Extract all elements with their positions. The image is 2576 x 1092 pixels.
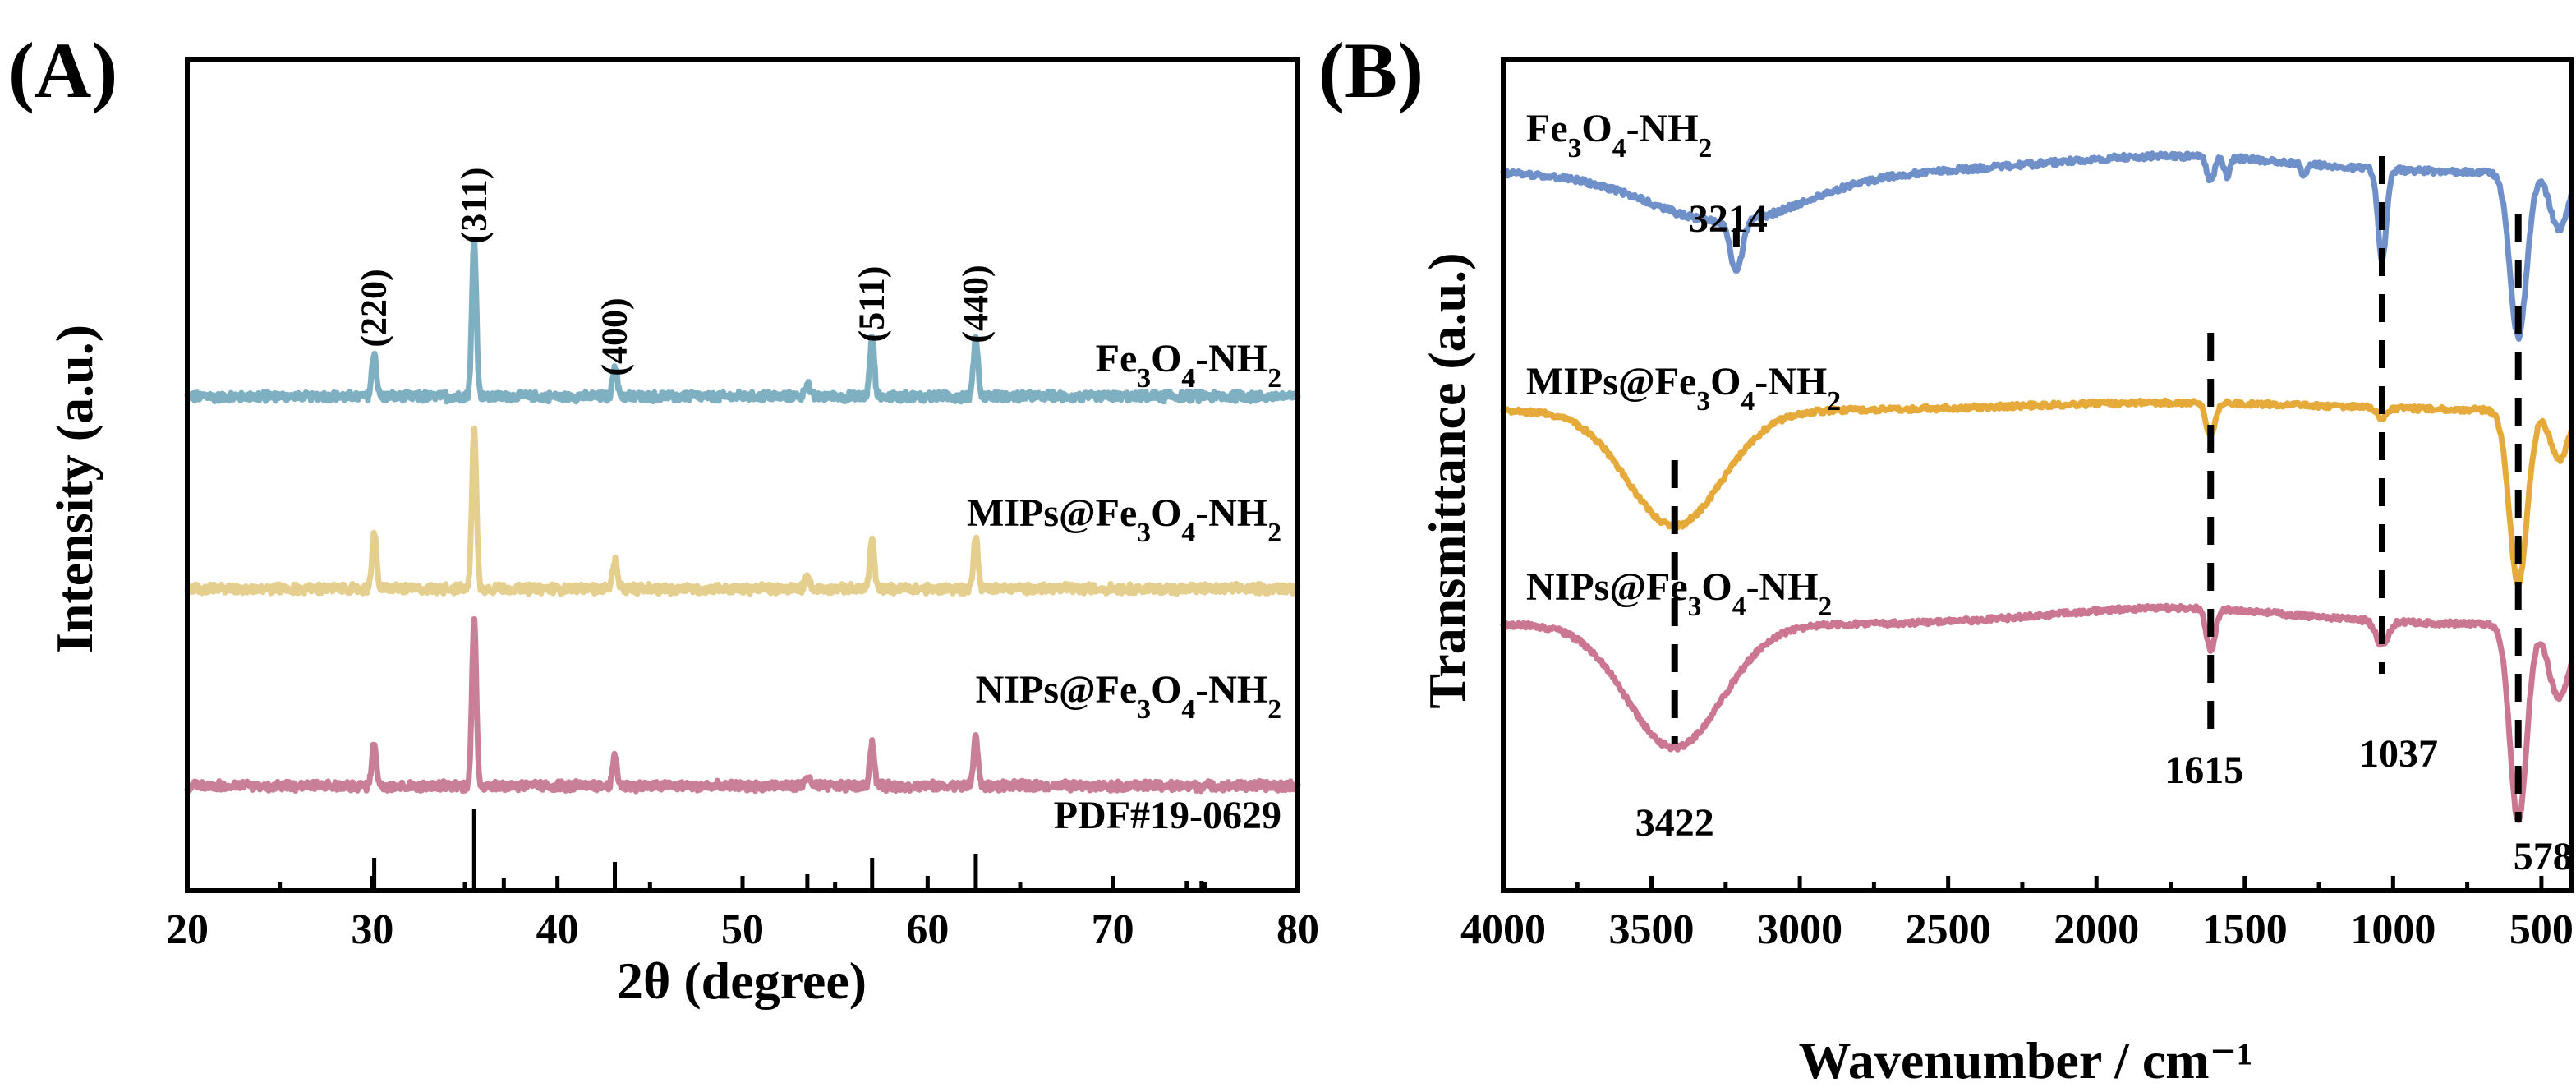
- x-tick-label: 30: [351, 906, 393, 953]
- peak-label: (400): [595, 297, 635, 376]
- x-tick-label: 70: [1092, 906, 1134, 953]
- y-axis-label-b: Transmittance (a.u.): [1418, 252, 1476, 708]
- x-tick-label: 50: [721, 906, 764, 953]
- x-axis-b: 4000 3500 3000 2500 2000 1500 1000 500: [1460, 876, 2574, 953]
- x-tick-label: 3500: [1609, 906, 1695, 953]
- x-tick-label: 2500: [1906, 906, 1991, 953]
- x-tick-label: 60: [906, 906, 949, 953]
- band-markers: [1671, 156, 2522, 822]
- series-label-fe3o4-nh2: Fe3O4-NH2: [1096, 337, 1281, 394]
- x-tick-label: 1500: [2202, 906, 2288, 953]
- series-label-fe3o4-nh2: Fe3O4-NH2: [1526, 107, 1712, 164]
- peak-labels: (220) (311) (400) (511) (440): [354, 168, 996, 376]
- band-label: 1615: [2164, 749, 2243, 792]
- ftir-panel: (B) Transmittance (a.u.) Wavenumber / cm…: [1318, 26, 2574, 1090]
- x-tick-label: 3000: [1757, 906, 1842, 953]
- ftir-line-1: [1500, 397, 2574, 588]
- x-tick-label: 40: [536, 906, 579, 953]
- x-tick-label: 2000: [2054, 906, 2139, 953]
- band-label: 3422: [1635, 801, 1714, 845]
- panel-label-a: (A): [8, 26, 117, 114]
- ftir-series-group: [1500, 150, 2574, 823]
- x-axis-label-b: Wavenumber / cm⁻¹: [1798, 1031, 2252, 1090]
- reference-label: PDF#19-0629: [1054, 794, 1281, 837]
- series-label-mips: MIPs@Fe3O4-NH2: [967, 491, 1281, 548]
- peak-label: (440): [955, 265, 996, 343]
- band-labels: 3214 3422 1615 1037 578: [1635, 197, 2573, 878]
- peak-label: (511): [852, 266, 892, 343]
- series-label-mips: MIPs@Fe3O4-NH2: [1526, 360, 1841, 417]
- peak-label: (220): [354, 269, 394, 347]
- x-axis-a: 20 30 40 50 60 70 80: [166, 876, 1319, 953]
- ftir-line-2: [1500, 602, 2574, 823]
- x-tick-label: 80: [1276, 906, 1319, 953]
- ftir-line-0: [1500, 150, 2574, 342]
- plot-frame-b: [1501, 57, 2574, 893]
- xrd-line-2: [184, 616, 1301, 795]
- xrd-series-group: [184, 238, 1301, 795]
- x-tick-label: 4000: [1460, 906, 1546, 953]
- band-label: 3214: [1689, 197, 1768, 241]
- band-label: 1037: [2359, 732, 2438, 776]
- series-label-nips: NIPs@Fe3O4-NH2: [1526, 565, 1832, 622]
- x-axis-label-a: 2θ (degree): [617, 951, 867, 1010]
- xrd-panel: (A) Intensity (a.u.) 2θ (degree) (220) (3…: [8, 26, 1319, 1010]
- xrd-line-1: [184, 425, 1301, 597]
- peak-label: (311): [453, 168, 494, 244]
- panel-label-b: (B): [1318, 26, 1424, 114]
- series-label-nips: NIPs@Fe3O4-NH2: [976, 668, 1281, 725]
- x-tick-label: 1000: [2350, 906, 2436, 953]
- xrd-line-0: [184, 238, 1301, 405]
- x-tick-label: 20: [166, 906, 209, 953]
- x-tick-label: 500: [2509, 906, 2574, 953]
- y-axis-label-a: Intensity (a.u.): [45, 325, 104, 653]
- plot-frame-a: [185, 57, 1300, 893]
- band-label: 578: [2514, 835, 2573, 878]
